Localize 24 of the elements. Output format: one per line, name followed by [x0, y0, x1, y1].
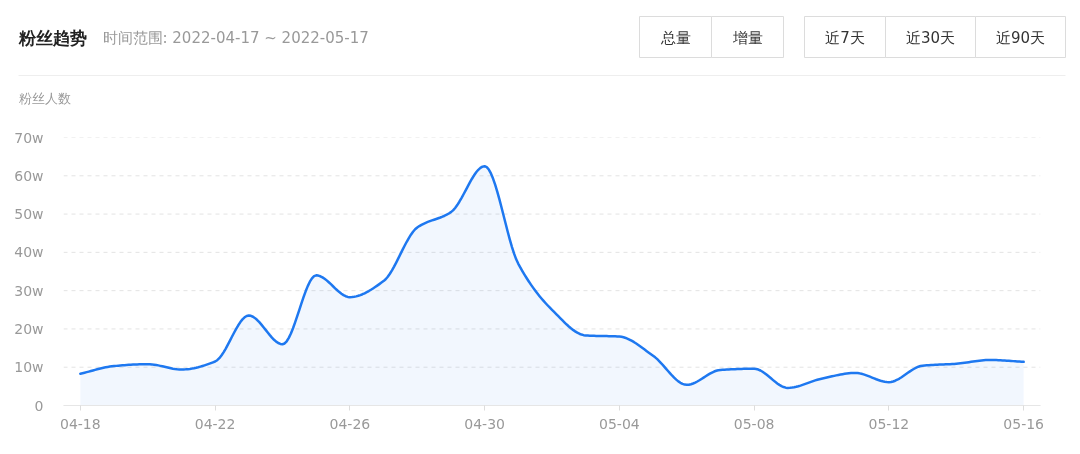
- x-tick-label: 05-12: [868, 415, 910, 432]
- y-tick-label: 50w: [14, 206, 44, 223]
- y-axis-title: 粉丝人数: [18, 91, 71, 106]
- x-tick-label: 04-18: [60, 415, 101, 432]
- text: 增量: [731, 28, 763, 47]
- y-tick-label: 30w: [14, 282, 44, 299]
- text: 近7天: [825, 28, 865, 47]
- y-tick-label: 10w: [14, 359, 44, 376]
- x-tick-label: 05-08: [733, 415, 775, 432]
- y-tick-label: 20w: [14, 320, 44, 337]
- y-tick-label: 60w: [14, 167, 44, 184]
- text: 总量: [659, 28, 691, 47]
- y-tick-label: 0: [34, 397, 44, 414]
- chart-subtitle: 时间范围: 2022-04-17 ~ 2022-05-17: [102, 28, 369, 47]
- y-tick-label: 40w: [14, 244, 44, 261]
- text: 近90天: [995, 28, 1046, 47]
- chart-title: 粉丝趋势: [17, 27, 87, 48]
- x-tick-label: 04-22: [194, 415, 236, 432]
- x-tick-label: 04-26: [329, 415, 371, 432]
- x-tick-label: 05-04: [599, 415, 640, 432]
- x-tick-label: 04-30: [464, 415, 505, 432]
- y-tick-label: 70w: [14, 129, 44, 146]
- x-tick-label: 05-16: [1003, 415, 1045, 432]
- text: 近30天: [905, 28, 956, 47]
